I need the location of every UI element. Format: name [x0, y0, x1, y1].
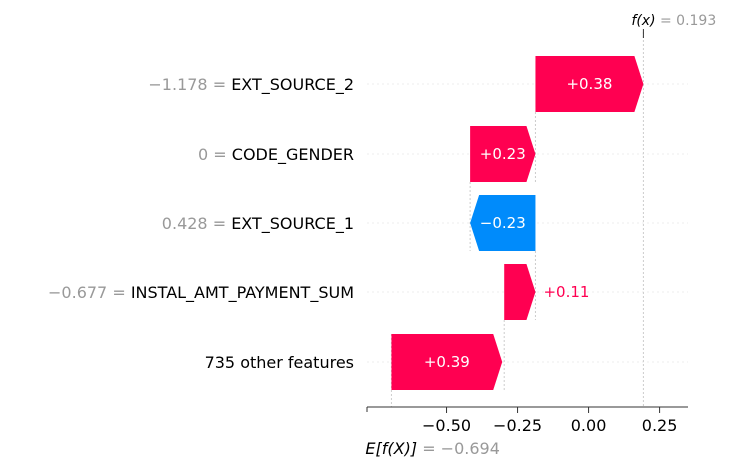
feature-label: −0.677 = INSTAL_AMT_PAYMENT_SUM [48, 283, 354, 303]
feature-name: 735 other features [205, 353, 354, 372]
feature-value: 0.428 = [162, 214, 231, 233]
x-tick-label: −0.25 [493, 416, 542, 435]
bar-value-label: +0.23 [480, 145, 526, 163]
bar-value-label: −0.23 [480, 214, 526, 232]
feature-name: EXT_SOURCE_2 [231, 75, 354, 95]
final-value-label: f(x) = 0.193 [631, 13, 716, 29]
final-value-name: f(x) [631, 13, 660, 29]
base-value-name: E[f(X)] [365, 439, 422, 458]
final-value-number: = 0.193 [660, 13, 716, 29]
feature-label: 0 = CODE_GENDER [198, 145, 354, 165]
bar-5 [391, 334, 503, 390]
bar-3 [470, 195, 536, 251]
base-value-number: = −0.694 [422, 439, 500, 458]
x-tick-label: −0.50 [422, 416, 471, 435]
bar-value-label: +0.11 [543, 283, 589, 301]
feature-labels: −1.178 = EXT_SOURCE_2 0 = CODE_GENDER 0.42… [48, 75, 354, 372]
feature-label: 735 other features [205, 353, 354, 372]
x-tick-label: 0.00 [571, 416, 607, 435]
feature-label: 0.428 = EXT_SOURCE_1 [162, 214, 354, 234]
feature-value: 0 = [198, 145, 232, 164]
base-value-label: E[f(X)] = −0.694 [365, 439, 499, 458]
bar-value-label: +0.39 [424, 353, 470, 371]
feature-value: −0.677 = [48, 283, 131, 302]
feature-label: −1.178 = EXT_SOURCE_2 [148, 75, 354, 95]
x-tick-label: 0.25 [642, 416, 678, 435]
bar-value-label: +0.38 [566, 75, 612, 93]
bar-1 [535, 56, 644, 112]
bar-4 [504, 264, 536, 320]
feature-name: EXT_SOURCE_1 [231, 214, 354, 234]
bars: +0.38 +0.23 −0.23 +0.11 +0.39 [391, 56, 644, 390]
bar-2 [470, 126, 536, 182]
x-axis: −0.50 −0.25 0.00 0.25 [366, 406, 688, 435]
feature-name: INSTAL_AMT_PAYMENT_SUM [131, 283, 354, 303]
feature-value: −1.178 = [148, 75, 231, 94]
annotations: E[f(X)] = −0.694 f(x) = 0.193 [365, 13, 716, 458]
feature-name: CODE_GENDER [232, 145, 354, 165]
